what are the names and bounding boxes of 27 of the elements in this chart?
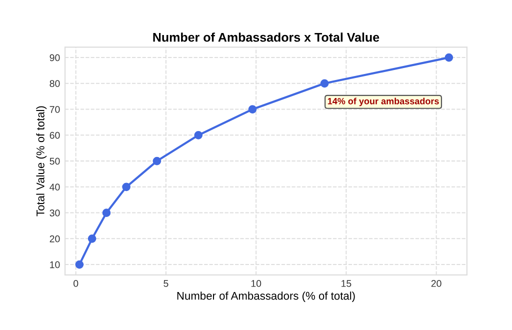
y-tick-label: 50: [50, 158, 60, 165]
point: [102, 208, 111, 217]
point: [88, 234, 96, 243]
y-tick-label: 80: [50, 80, 60, 88]
point: [194, 131, 203, 140]
y-tick-label: 10: [50, 261, 60, 268]
point: [444, 53, 454, 62]
x-tick-label: 15: [342, 280, 352, 287]
x-axis-title: Number of Ambassadors (% of total): [177, 292, 355, 302]
x-tick-label: 0: [74, 280, 78, 287]
y-tick-label: 70: [50, 106, 60, 113]
y-tick-label: 20: [50, 235, 60, 242]
point: [75, 260, 84, 269]
point: [248, 105, 257, 114]
y-axis-title: Total Value (% of total): [36, 106, 47, 216]
x-tick-label: 20: [431, 280, 442, 287]
chart-title: Number of Ambassadors x Total Value: [153, 32, 380, 42]
y-tick-label: 60: [50, 132, 60, 139]
point: [122, 182, 130, 192]
y-tick-label: 40: [50, 184, 60, 191]
y-tick-label: 30: [50, 210, 60, 216]
annotation: 14% of your ambassadors: [328, 98, 439, 106]
point: [320, 79, 329, 88]
y-tick-label: 90: [50, 54, 60, 62]
x-tick-label: 5: [164, 280, 168, 287]
point: [152, 156, 162, 166]
x-tick-label: 10: [251, 280, 262, 287]
